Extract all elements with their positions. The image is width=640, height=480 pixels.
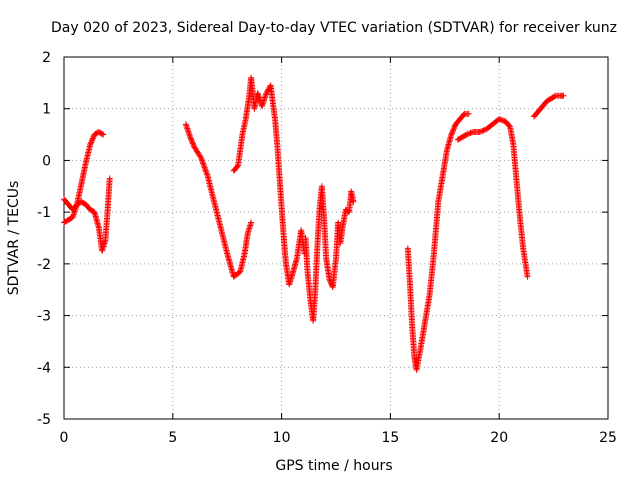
data-point [234, 163, 241, 170]
data-point [90, 134, 97, 141]
data-point [506, 122, 513, 129]
data-point [263, 90, 270, 97]
data-point [187, 135, 194, 142]
x-tick-label: 5 [168, 430, 177, 446]
data-point [187, 134, 194, 141]
data-point [188, 136, 195, 143]
data-point [197, 153, 204, 160]
x-tick-label: 0 [60, 430, 69, 446]
data-point [465, 110, 472, 117]
y-axis-label: SDTVAR / TECUs [6, 181, 22, 296]
data-point [466, 130, 473, 137]
data-point [468, 129, 475, 136]
data-point [524, 273, 531, 280]
data-point [464, 131, 471, 138]
data-point [248, 219, 255, 226]
data-point [87, 141, 94, 148]
data-point [87, 140, 94, 147]
y-tick-label: 0 [42, 153, 51, 169]
x-tick-label: 25 [599, 430, 617, 446]
y-tick-label: -4 [37, 360, 51, 376]
data-point [476, 128, 483, 135]
y-tick-label: -3 [37, 309, 51, 325]
data-point [480, 127, 487, 134]
data-point [204, 171, 211, 178]
x-tick-label: 10 [273, 430, 291, 446]
y-tick-label: -1 [37, 205, 51, 221]
data-point [88, 139, 95, 146]
data-point [199, 159, 206, 166]
series-seg-h [531, 92, 567, 120]
plot-frame [63, 56, 609, 420]
data-point [88, 138, 95, 145]
series-seg-f [404, 110, 472, 373]
series-seg-e [302, 183, 357, 324]
data-point [560, 92, 567, 99]
y-tick-label: 1 [42, 102, 51, 118]
data-point [264, 87, 271, 94]
chart-title: Day 020 of 2023, Sidereal Day-to-day VTE… [51, 20, 617, 36]
data-point [189, 140, 196, 147]
data-point [190, 141, 197, 148]
ticks: 0 5 10 15 20 25 -5 -4 -3 -2 -1 0 1 2 [37, 50, 617, 446]
data-point [350, 198, 357, 205]
data-point [449, 128, 456, 135]
data-point [500, 117, 507, 124]
data-point [201, 164, 208, 171]
data-point [448, 131, 455, 138]
series-seg-b [61, 175, 113, 254]
data-point [463, 131, 470, 138]
series-seg-c [182, 121, 255, 280]
data-point [450, 126, 457, 133]
x-tick-label: 20 [490, 430, 508, 446]
data-point [191, 143, 198, 150]
data-point [551, 93, 558, 100]
data-point [188, 138, 195, 145]
data-point [451, 125, 458, 132]
data-points [61, 74, 567, 373]
y-tick-label: 2 [42, 50, 51, 66]
data-point [89, 135, 96, 142]
data-point [89, 136, 96, 143]
data-point [449, 127, 456, 134]
y-tick-label: -5 [37, 412, 51, 428]
series-seg-d [230, 74, 308, 288]
data-point [479, 127, 486, 134]
data-point [99, 130, 106, 137]
data-point [106, 175, 113, 182]
data-point [497, 116, 504, 123]
x-axis-label: GPS time / hours [275, 458, 392, 474]
data-point [498, 117, 505, 124]
series-seg-a [61, 128, 107, 226]
data-point [496, 116, 503, 123]
data-point [477, 128, 484, 135]
y-tick-label: -2 [37, 257, 51, 273]
data-point [467, 130, 474, 137]
data-point [451, 123, 458, 130]
data-point [448, 130, 455, 137]
x-tick-label: 15 [381, 430, 399, 446]
data-point [100, 131, 107, 138]
data-point [189, 139, 196, 146]
series-seg-g [454, 116, 531, 280]
